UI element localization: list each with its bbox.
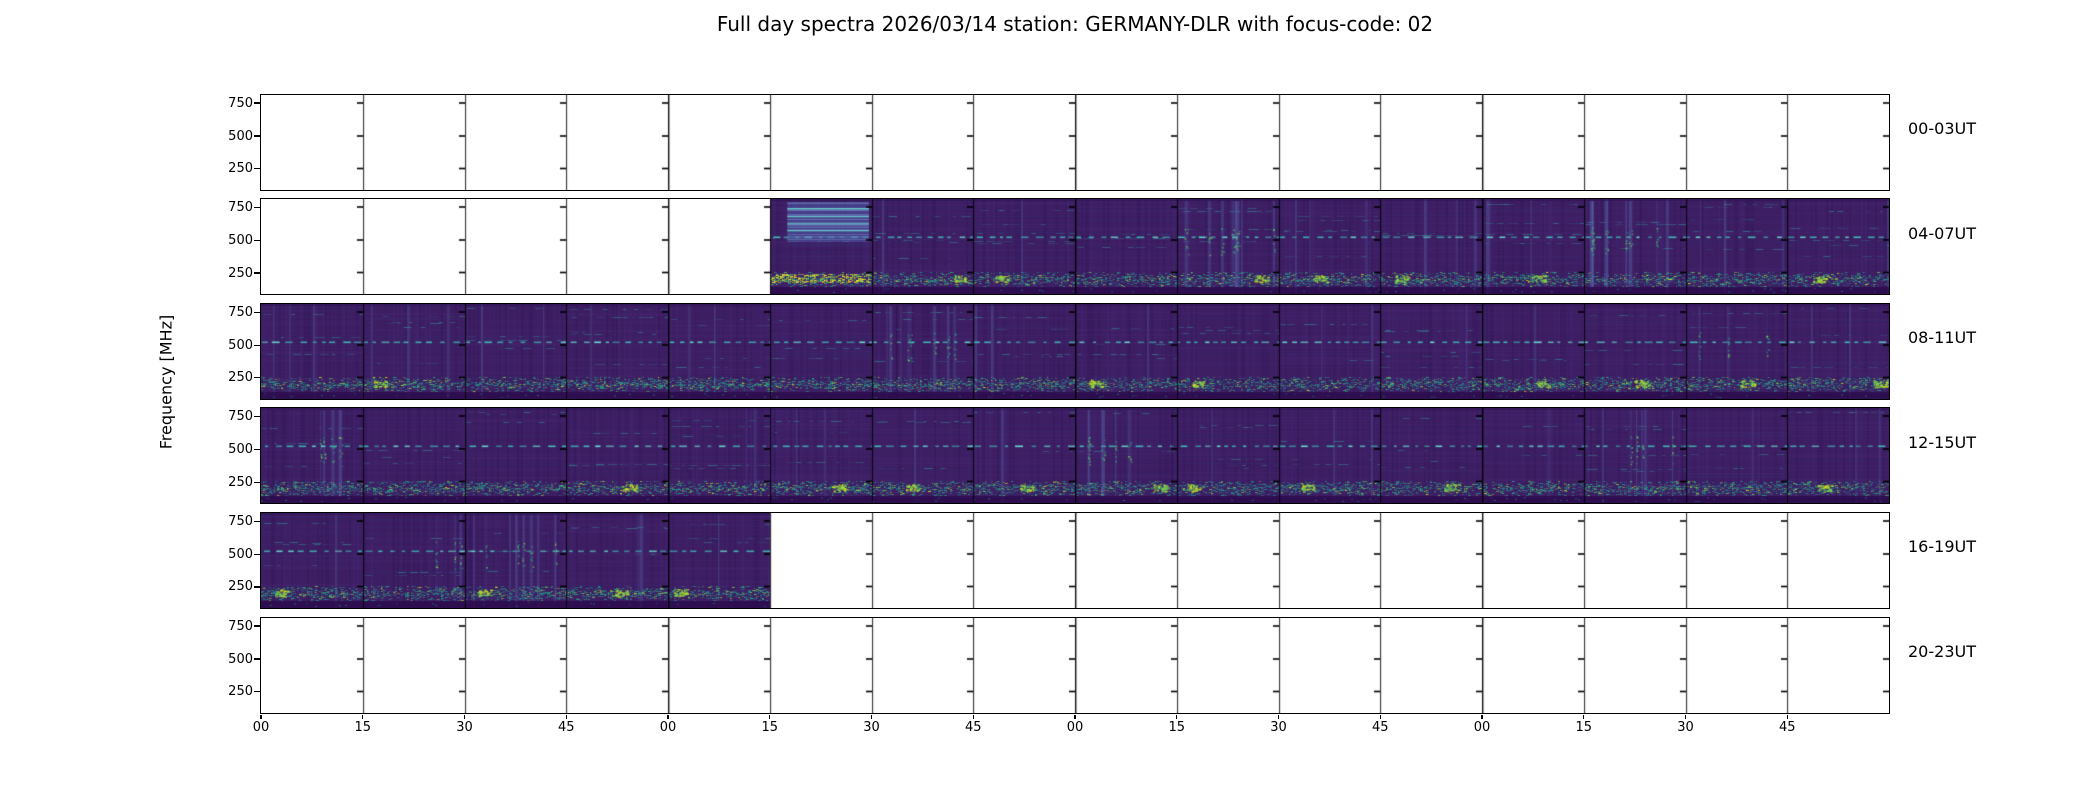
y-tick-mark [254,135,260,137]
x-tick-label: 45 [964,720,982,735]
y-tick-mark [254,625,260,627]
spectra-row-08-11ut [259,302,1890,400]
y-tick-mark [254,206,260,209]
y-tick-label: 750 [228,200,253,216]
y-tick-label: 250 [228,474,253,490]
x-tick-label: 00 [1473,720,1491,735]
spectrogram-canvas [260,512,1889,608]
spectrogram-canvas [260,199,1889,295]
x-tick-label: 30 [1677,720,1694,735]
x-tick-label: 45 [1778,720,1796,735]
x-tick-mark [769,714,771,719]
y-tick-label: 250 [228,265,253,281]
spectra-row-20-23ut [259,616,1890,714]
spectra-row-00-03ut [259,93,1890,191]
spectra-row-12-15ut [259,407,1890,505]
x-tick-mark [463,714,466,719]
x-tick-mark [1684,714,1687,719]
figure-title: Full day spectra 2026/03/14 station: GER… [716,12,1434,36]
x-tick-label: 30 [456,720,473,735]
y-axis-label-text: Frequency [MHz] [156,314,176,450]
spectra-row-04-07ut [259,198,1890,296]
y-tick-mark [254,377,260,379]
y-tick-label: 250 [228,579,253,595]
y-tick-mark [254,586,260,588]
x-tick-mark [1583,714,1585,719]
y-tick-label: 750 [228,304,253,320]
spectrogram-canvas [260,94,1889,190]
y-tick-label: 750 [228,95,253,111]
row-label: 00-03UT [1908,119,1976,138]
y-tick-label: 250 [228,161,253,176]
y-tick-mark [254,344,260,346]
x-tick-label: 15 [1575,720,1593,735]
x-tick-label: 45 [1371,720,1389,735]
x-tick-label: 30 [1270,720,1287,735]
y-tick-mark [254,658,260,660]
row-label: 12-15UT [1908,432,1976,452]
y-tick-mark [254,520,260,523]
y-tick-mark [254,553,260,556]
x-tick-mark [667,714,669,719]
spectrogram-canvas [260,617,1889,713]
spectra-row-16-19ut [259,511,1890,609]
x-tick-label: 15 [761,720,779,735]
x-tick-mark [565,714,567,719]
y-tick-mark [254,239,260,242]
x-tick-mark [870,714,873,719]
y-tick-label: 500 [228,546,253,562]
y-tick-label: 500 [228,651,253,667]
x-tick-mark [362,714,364,719]
y-tick-mark [254,449,260,451]
y-tick-mark [254,167,260,170]
y-tick-label: 250 [228,684,253,699]
y-tick-mark [254,481,260,483]
y-tick-label: 250 [228,370,253,386]
y-tick-label: 500 [228,128,253,144]
x-tick-mark [1379,714,1381,719]
y-tick-mark [254,272,260,274]
x-tick-mark [1786,714,1788,719]
x-tick-mark [1176,714,1178,719]
row-label: 04-07UT [1908,223,1976,243]
y-tick-mark [254,102,260,104]
x-tick-label: 00 [252,720,270,735]
x-tick-mark [260,714,262,719]
y-tick-label: 750 [228,409,253,425]
row-label: 08-11UT [1908,328,1976,348]
x-tick-label: 15 [1168,720,1186,735]
y-tick-label: 750 [228,513,253,529]
spectrogram-canvas [260,303,1889,399]
y-tick-mark [254,690,260,693]
x-tick-mark [972,714,974,719]
row-label: 16-19UT [1908,537,1976,557]
y-tick-mark [254,416,260,418]
x-tick-label: 30 [863,720,880,735]
y-tick-label: 500 [228,337,253,353]
x-tick-mark [1074,714,1076,719]
y-tick-mark [254,311,260,313]
y-tick-label: 500 [228,442,253,458]
x-tick-label: 15 [354,720,372,735]
x-tick-mark [1481,714,1483,719]
x-tick-label: 00 [659,720,677,735]
row-label: 20-23UT [1908,642,1976,661]
y-tick-label: 750 [228,618,253,634]
x-tick-mark [1277,714,1280,719]
x-tick-label: 45 [557,720,575,735]
spectrogram-canvas [260,408,1889,504]
y-tick-label: 500 [228,233,253,249]
x-tick-label: 00 [1066,720,1084,735]
